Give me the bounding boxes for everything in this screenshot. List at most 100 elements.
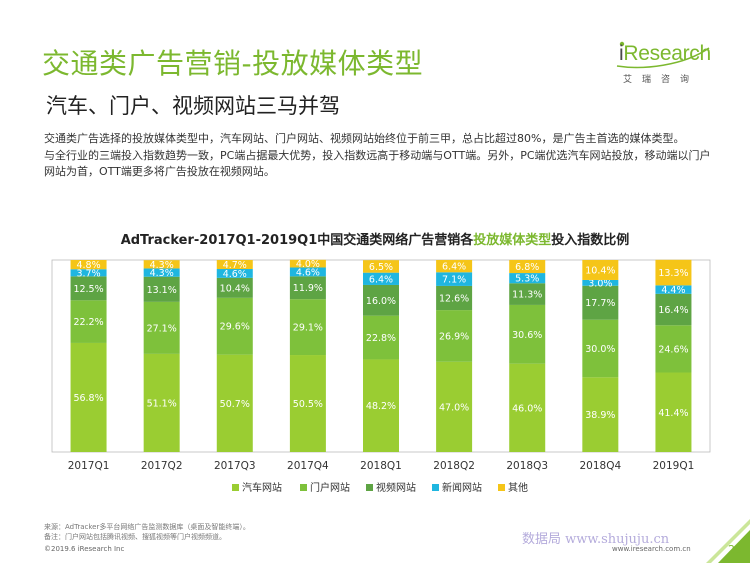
data-label: 7.1% <box>442 275 466 286</box>
data-label: 41.4% <box>658 408 688 419</box>
data-label: 4.8% <box>76 260 100 271</box>
legend-swatch <box>498 484 505 491</box>
bar-segment <box>655 285 692 294</box>
bar-segment <box>289 299 326 356</box>
data-label: 4.3% <box>150 260 174 271</box>
logo-wordmark: iResearch <box>619 42 711 65</box>
website-link[interactable]: www.iresearch.com.cn <box>612 545 691 553</box>
data-label: 11.9% <box>293 283 323 294</box>
bar-segment <box>216 354 253 452</box>
data-label: 51.1% <box>147 398 177 409</box>
bar-segment <box>216 277 253 298</box>
data-label: 38.9% <box>585 410 615 421</box>
data-label: 4.7% <box>223 260 247 271</box>
bar-segment <box>509 363 546 452</box>
bar-segment <box>436 272 473 286</box>
data-label: 48.2% <box>366 401 396 412</box>
x-tick-label: 2018Q2 <box>433 460 475 472</box>
data-label: 50.5% <box>293 399 323 410</box>
logo-swoosh-icon <box>616 41 710 69</box>
bar-segment <box>289 276 326 300</box>
bar-segment <box>436 285 473 311</box>
legend-label: 汽车网站 <box>242 481 282 494</box>
data-label: 16.0% <box>366 296 396 307</box>
data-label: 4.6% <box>296 267 320 278</box>
watermark: 数据局 www.shujuju.cn <box>522 532 670 547</box>
description: 交通类广告选择的投放媒体类型中，汽车网站、门户网站、视频网站始终位于前三甲，总占… <box>44 131 720 181</box>
bar-segment <box>216 297 253 355</box>
data-label: 47.0% <box>439 402 469 413</box>
bar-segment <box>655 372 692 452</box>
data-label: 13.1% <box>147 285 177 296</box>
bar-segment <box>70 276 107 301</box>
data-label: 4.6% <box>223 269 247 280</box>
x-tick-label: 2017Q3 <box>214 460 256 472</box>
bar-segment <box>509 273 546 284</box>
remark-text: 备注：门户网站包括腾讯视频、搜狐视频等门户视频频道。 <box>44 533 226 541</box>
bar-segment <box>363 260 399 273</box>
bar-segment <box>70 342 107 452</box>
data-label: 30.6% <box>512 330 542 341</box>
bar-segment <box>582 285 619 320</box>
source-note: 来源：AdTracker多平台网络广告监测数据库（桌面及智能终端）。 备注：门户… <box>44 522 250 542</box>
data-label: 4.3% <box>150 268 174 279</box>
data-label: 22.8% <box>366 333 396 344</box>
data-label: 29.1% <box>293 323 323 334</box>
bar-segment <box>436 310 473 362</box>
bar-segment <box>216 260 253 270</box>
data-label: 17.7% <box>585 298 615 309</box>
page-title: 交通类广告营销-投放媒体类型 <box>42 47 424 80</box>
bar-segment <box>655 293 692 326</box>
logo-chinese: 艾瑞咨询 <box>623 75 700 85</box>
bar-segment <box>289 259 326 268</box>
bar-segment <box>143 353 180 452</box>
bar-segment <box>582 260 619 280</box>
x-tick-label: 2018Q1 <box>360 460 402 472</box>
legend-swatch <box>300 484 307 491</box>
data-label: 50.7% <box>220 399 250 410</box>
bar-segment <box>143 276 180 302</box>
bar-segment <box>436 361 473 452</box>
bar-segment <box>509 283 546 305</box>
data-label: 56.8% <box>73 393 103 404</box>
bar-segment <box>509 304 546 364</box>
data-label: 5.3% <box>515 274 539 285</box>
bar-segment <box>363 272 399 285</box>
bar-segment <box>582 319 619 378</box>
data-label: 10.4% <box>585 265 615 276</box>
data-label: 3.7% <box>76 268 100 279</box>
data-label: 27.1% <box>147 323 177 334</box>
data-label: 4.4% <box>661 285 685 296</box>
bar-segment <box>436 260 473 273</box>
legend-label: 其他 <box>508 481 528 494</box>
data-label: 26.9% <box>439 331 469 342</box>
source-text: 来源：AdTracker多平台网络广告监测数据库（桌面及智能终端）。 <box>44 523 250 531</box>
bar-segment <box>363 359 399 452</box>
description-para-1: 交通类广告选择的投放媒体类型中，汽车网站、门户网站、视频网站始终位于前三甲，总占… <box>44 132 685 145</box>
bar-segment <box>655 325 692 373</box>
description-para-2: 与全行业的三端投入指数趋势一致，PC端占据最大优势，投入指数远高于移动端与OTT… <box>44 148 711 179</box>
data-label: 30.0% <box>585 344 615 355</box>
bar-segment <box>289 355 326 452</box>
bar-segment <box>70 269 107 277</box>
data-label: 6.4% <box>442 262 466 273</box>
bar-segment <box>363 284 399 316</box>
copyright: ©2019.6 iResearch Inc <box>44 545 125 553</box>
data-label: 24.6% <box>658 344 688 355</box>
bar-segment <box>143 301 180 354</box>
legend-label: 视频网站 <box>376 481 416 494</box>
data-label: 12.6% <box>439 294 469 305</box>
legend-swatch <box>366 484 373 491</box>
bar-segment <box>582 279 619 286</box>
x-tick-label: 2017Q4 <box>287 460 329 472</box>
data-label: 4.0% <box>296 259 320 270</box>
data-label: 16.4% <box>658 305 688 316</box>
legend-swatch <box>432 484 439 491</box>
chart-title: AdTracker-2017Q1-2019Q1中国交通类网络广告营销各投放媒体类… <box>120 233 630 248</box>
data-label: 6.4% <box>369 274 393 285</box>
bar-segment <box>70 260 107 270</box>
data-label: 29.6% <box>220 322 250 333</box>
x-tick-label: 2017Q1 <box>68 460 110 472</box>
bar-segment <box>655 259 692 286</box>
bar-segment <box>582 377 619 452</box>
